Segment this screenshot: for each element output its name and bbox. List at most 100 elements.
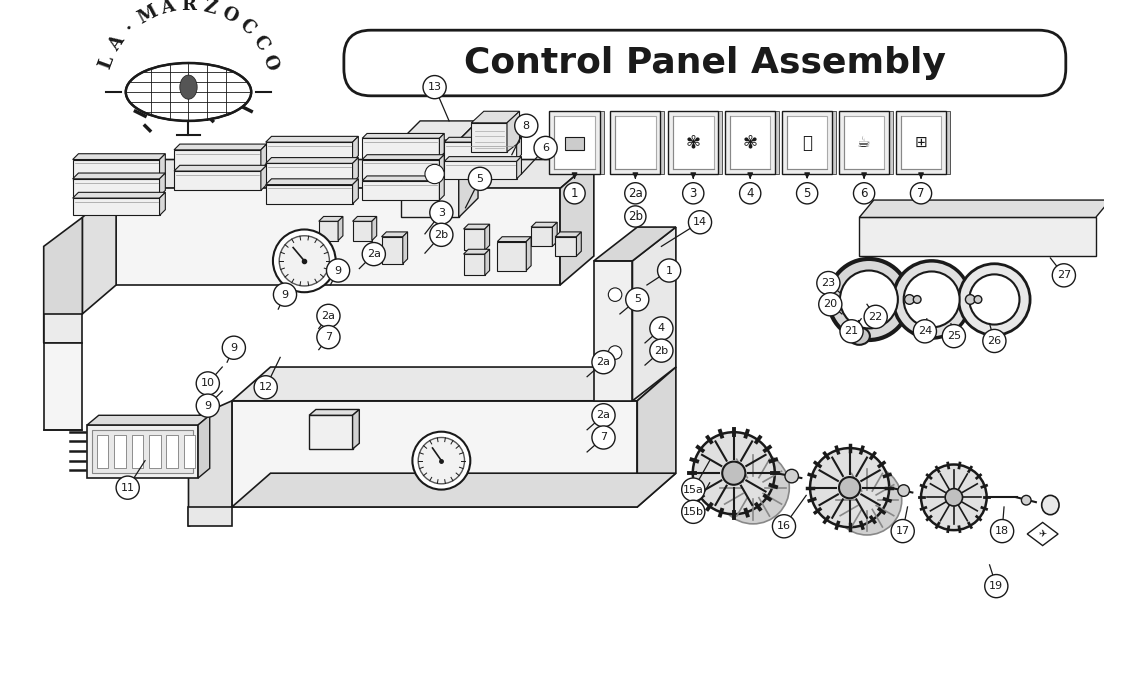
Ellipse shape [1022,496,1031,505]
Polygon shape [550,111,599,174]
Polygon shape [859,200,1111,218]
Bar [166,435,178,468]
Circle shape [608,288,622,302]
Text: 2b: 2b [654,346,669,356]
FancyBboxPatch shape [344,30,1066,96]
Circle shape [429,201,453,224]
Circle shape [772,514,796,538]
Text: A: A [106,33,128,54]
Polygon shape [174,144,266,150]
Text: 5: 5 [634,295,641,304]
Polygon shape [362,160,439,178]
Circle shape [362,242,386,266]
Ellipse shape [1042,496,1059,514]
Text: ·: · [123,19,138,36]
Polygon shape [444,142,517,160]
Polygon shape [160,173,165,196]
Polygon shape [459,121,478,218]
Text: 2a: 2a [597,410,610,420]
Polygon shape [484,249,490,275]
Polygon shape [116,188,560,285]
Circle shape [592,426,615,449]
Text: 2a: 2a [321,311,335,321]
Polygon shape [265,185,353,204]
Text: 1: 1 [665,265,672,276]
Circle shape [891,519,914,542]
Polygon shape [44,218,82,343]
Circle shape [326,259,350,282]
Ellipse shape [832,466,901,535]
Ellipse shape [898,485,909,496]
Polygon shape [88,415,210,425]
Polygon shape [73,198,160,216]
Text: 5: 5 [477,174,483,184]
Polygon shape [261,144,266,169]
Polygon shape [484,224,490,250]
Text: C: C [235,16,259,39]
Bar [132,435,143,468]
Text: 7: 7 [917,187,925,199]
Polygon shape [1027,522,1058,545]
Polygon shape [265,136,359,142]
Polygon shape [401,121,478,140]
Circle shape [625,183,646,204]
Bar [565,136,584,150]
Text: 8: 8 [523,120,529,131]
Bar [92,430,193,473]
Polygon shape [517,157,522,178]
Text: 12: 12 [259,382,273,392]
Bar [97,435,108,468]
Text: 25: 25 [946,331,961,341]
Circle shape [982,330,1006,353]
Circle shape [1052,264,1076,287]
Polygon shape [673,116,714,169]
Polygon shape [261,165,266,190]
Polygon shape [555,232,581,237]
Circle shape [592,351,615,374]
Polygon shape [444,137,522,142]
Text: Control Panel Assembly: Control Panel Assembly [464,46,945,80]
Text: 15b: 15b [682,507,704,517]
Ellipse shape [785,469,798,483]
Text: 7: 7 [600,433,607,442]
Text: ⊞: ⊞ [915,135,927,150]
Polygon shape [116,160,593,188]
Circle shape [197,394,219,417]
Polygon shape [265,163,353,183]
Circle shape [817,272,840,295]
Circle shape [317,304,341,328]
Polygon shape [610,111,661,174]
Polygon shape [463,249,490,254]
Text: O: O [218,4,241,27]
Polygon shape [88,425,198,478]
Circle shape [273,283,297,306]
Polygon shape [73,178,160,196]
Polygon shape [44,343,82,430]
Polygon shape [189,401,232,526]
Circle shape [650,317,673,340]
Bar [183,435,196,468]
Text: 9: 9 [230,343,237,353]
Polygon shape [372,216,377,241]
Text: 9: 9 [335,265,342,276]
Text: 2b: 2b [628,210,643,223]
Circle shape [223,336,245,359]
Circle shape [254,376,278,399]
Polygon shape [232,473,676,507]
Ellipse shape [905,295,914,304]
Polygon shape [189,507,232,526]
Text: 15a: 15a [682,484,704,495]
Polygon shape [338,216,343,241]
Text: 7: 7 [325,332,332,342]
Text: ☕: ☕ [858,135,871,150]
Polygon shape [554,116,595,169]
Ellipse shape [840,270,898,328]
Circle shape [818,293,842,316]
Polygon shape [839,111,889,174]
Polygon shape [174,150,261,169]
Text: O: O [259,52,281,73]
Circle shape [625,206,646,227]
Circle shape [681,478,705,501]
Polygon shape [444,157,522,162]
Polygon shape [471,111,519,122]
